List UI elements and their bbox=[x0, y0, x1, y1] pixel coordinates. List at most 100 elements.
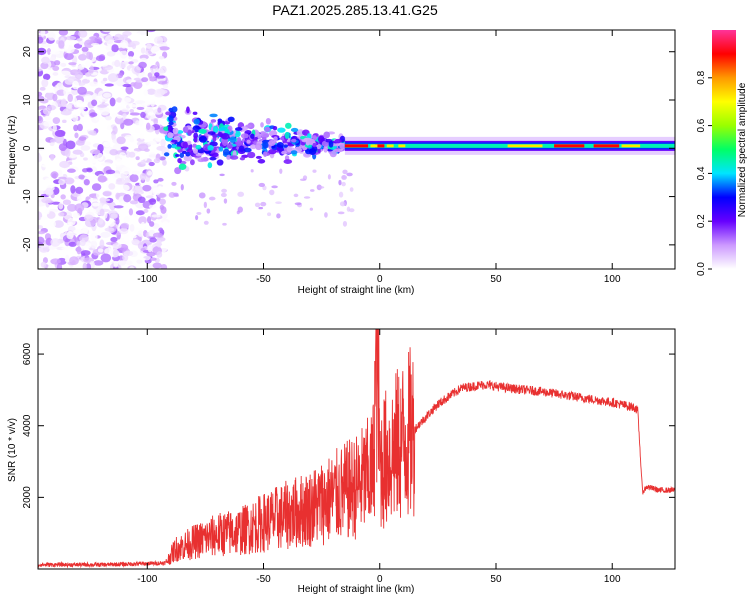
spectrogram-noise-blob bbox=[159, 204, 165, 211]
spectrogram-stray-blob bbox=[299, 178, 307, 182]
spectrogram-x-tick-label: 100 bbox=[604, 274, 621, 285]
spectrogram-noise-blob bbox=[111, 113, 118, 118]
snr-x-tick-label: -100 bbox=[137, 574, 157, 585]
spectrogram-noise-blob bbox=[123, 118, 134, 126]
spectrogram-noise-blob bbox=[131, 239, 140, 245]
spectrogram-noise-blob bbox=[82, 225, 89, 234]
spectrogram-noise-blob bbox=[59, 70, 71, 76]
snr-y-tick-label: 6000 bbox=[22, 343, 33, 366]
spectrogram-noise-blob bbox=[38, 196, 42, 203]
spectrogram-noise-blob bbox=[44, 187, 54, 197]
spectrogram-scatter-blob bbox=[334, 138, 342, 144]
spectrogram-noise-blob bbox=[138, 216, 147, 225]
spectrogram-scatter-blob bbox=[249, 144, 257, 150]
spectrogram-scatter-blob bbox=[192, 111, 198, 115]
spectrogram-scatter-blob bbox=[296, 129, 305, 137]
colorbar-tick-label: 0.6 bbox=[696, 118, 707, 132]
spectrogram-noise-blob bbox=[77, 123, 83, 132]
figure-title: PAZ1.2025.285.13.41.G25 bbox=[272, 2, 438, 18]
spectrogram-noise-blob bbox=[76, 38, 83, 42]
spectrogram-stray-blob bbox=[279, 168, 283, 174]
spectrogram-scatter-blob bbox=[195, 144, 202, 150]
spectrogram-noise-blob bbox=[38, 153, 41, 162]
spectrogram-noise-blob bbox=[114, 59, 121, 68]
spectrogram-noise-blob bbox=[133, 81, 143, 90]
spectrogram-noise-blob bbox=[157, 107, 162, 113]
spectrogram-noise-blob bbox=[70, 185, 76, 194]
spectrogram-noise-blob bbox=[77, 64, 85, 70]
spectrogram-scatter-blob bbox=[186, 148, 193, 153]
spectrogram-noise-blob bbox=[109, 201, 116, 211]
spectrogram-stray-blob bbox=[309, 207, 314, 211]
spectrogram-noise-blob bbox=[74, 203, 85, 213]
spectrogram-noise-blob bbox=[76, 99, 84, 107]
signal-peak-segment bbox=[375, 144, 385, 148]
spectrogram-stray-blob bbox=[195, 214, 199, 221]
spectrogram-noise-blob bbox=[127, 50, 135, 58]
spectrogram-stray-blob bbox=[258, 182, 266, 188]
spectrogram-noise-blob bbox=[47, 264, 55, 269]
spectrogram-scatter-blob bbox=[229, 136, 237, 143]
colorbar-tick-label: 0.0 bbox=[696, 262, 707, 276]
spectrogram-noise-blob bbox=[88, 198, 99, 202]
spectrogram-scatter-blob bbox=[283, 159, 293, 164]
spectrogram-noise-blob bbox=[148, 204, 157, 209]
spectrogram-noise-blob bbox=[81, 78, 90, 84]
spectrogram-scatter-blob bbox=[283, 144, 288, 148]
spectrogram-scatter-blob bbox=[227, 116, 235, 123]
spectrogram-scatter-blob bbox=[306, 138, 316, 145]
spectrogram-noise-blob bbox=[102, 77, 108, 82]
spectrogram-noise-blob bbox=[38, 115, 44, 124]
spectrogram-noise-blob bbox=[44, 177, 53, 187]
spectrogram-noise-blob bbox=[84, 141, 92, 146]
spectrogram-noise-blob bbox=[136, 106, 145, 111]
spectrogram-noise-blob bbox=[113, 260, 119, 268]
spectrogram-y-tick-label: -20 bbox=[22, 237, 33, 252]
spectrogram-scatter-blob bbox=[174, 167, 182, 175]
spectrogram-noise-blob bbox=[149, 257, 157, 261]
spectrogram-stray-blob bbox=[168, 192, 176, 198]
spectrogram-scatter-blob bbox=[290, 127, 299, 133]
spectrogram-noise-blob bbox=[130, 82, 136, 87]
spectrogram-scatter-blob bbox=[200, 156, 209, 162]
spectrogram-noise-blob bbox=[102, 30, 114, 33]
spectrogram-noise-blob bbox=[130, 124, 141, 129]
colorbar-gradient bbox=[712, 30, 736, 269]
spectrogram-scatter-blob bbox=[260, 122, 264, 128]
spectrogram-noise-blob bbox=[38, 236, 45, 245]
snr-x-axis: -100 -50 0 50 100 bbox=[137, 329, 621, 585]
spectrogram-scatter-blob bbox=[255, 155, 262, 159]
spectrogram-y-tick-label: -10 bbox=[22, 189, 33, 204]
spectrogram-noise-blob bbox=[120, 222, 130, 229]
spectrogram-stray-blob bbox=[349, 187, 354, 192]
spectrogram-scatter-blob bbox=[218, 146, 224, 152]
spectrogram-noise-blob bbox=[145, 195, 154, 199]
spectrogram-noise-blob bbox=[58, 176, 67, 180]
spectrogram-stray-blob bbox=[223, 198, 228, 204]
signal-accent-segment bbox=[507, 144, 543, 148]
spectrogram-noise-blob bbox=[105, 45, 112, 51]
spectrogram-noise-blob bbox=[120, 146, 129, 150]
spectrogram-stray-blob bbox=[293, 193, 299, 198]
spectrogram-noise-blob bbox=[105, 115, 112, 121]
spectrogram-stray-blob bbox=[271, 185, 278, 189]
spectrogram-scatter-blob bbox=[263, 151, 268, 157]
spectrogram-noise-blob bbox=[156, 239, 162, 248]
spectrogram-stray-blob bbox=[312, 169, 317, 173]
spectrogram-noise-blob bbox=[129, 266, 135, 269]
spectrogram-stray-blob bbox=[206, 208, 211, 214]
spectrogram-noise-blob bbox=[137, 230, 144, 237]
spectrogram-noise-blob bbox=[156, 89, 168, 95]
spectrogram-noise-blob bbox=[128, 104, 138, 108]
spectrogram-noise-blob bbox=[142, 184, 152, 192]
spectrogram-noise-blob bbox=[153, 36, 164, 45]
spectrogram-scatter-blob bbox=[229, 155, 239, 160]
spectrogram-stray-blob bbox=[303, 196, 311, 199]
spectrogram-scatter-blob bbox=[264, 126, 271, 132]
spectrogram-noise-blob bbox=[49, 50, 61, 55]
spectrogram-noise-blob bbox=[106, 125, 112, 131]
spectrogram-scatter-blob bbox=[198, 128, 207, 134]
spectrogram-scatter-blob bbox=[165, 111, 171, 116]
spectrogram-noise-blob bbox=[50, 258, 61, 265]
spectrogram-noise-blob bbox=[104, 35, 115, 45]
